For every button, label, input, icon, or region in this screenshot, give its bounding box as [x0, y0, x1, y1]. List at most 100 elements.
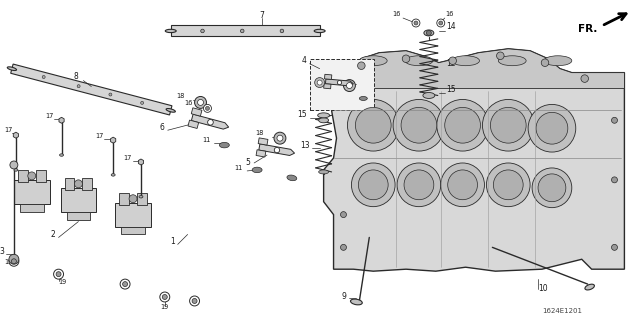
- Text: 3: 3: [0, 247, 4, 256]
- Ellipse shape: [423, 92, 435, 99]
- Circle shape: [393, 100, 445, 151]
- Text: 4: 4: [302, 56, 307, 65]
- Circle shape: [493, 170, 523, 200]
- Polygon shape: [337, 49, 625, 89]
- Ellipse shape: [360, 96, 367, 100]
- Ellipse shape: [585, 284, 595, 290]
- Circle shape: [340, 212, 346, 218]
- Text: 16: 16: [184, 100, 193, 107]
- Circle shape: [404, 170, 434, 200]
- Ellipse shape: [360, 56, 387, 66]
- Circle shape: [532, 168, 572, 208]
- Circle shape: [160, 292, 170, 302]
- Circle shape: [351, 163, 395, 207]
- Circle shape: [397, 163, 441, 207]
- Ellipse shape: [314, 29, 325, 33]
- Circle shape: [541, 59, 548, 67]
- Circle shape: [611, 117, 618, 123]
- Ellipse shape: [544, 56, 572, 66]
- Circle shape: [9, 254, 19, 264]
- Circle shape: [195, 96, 207, 108]
- Circle shape: [483, 100, 534, 151]
- Ellipse shape: [424, 30, 434, 36]
- Polygon shape: [115, 203, 151, 227]
- Circle shape: [581, 75, 588, 82]
- FancyBboxPatch shape: [310, 59, 374, 110]
- Circle shape: [449, 57, 456, 65]
- Polygon shape: [14, 180, 50, 204]
- Circle shape: [611, 244, 618, 250]
- Circle shape: [192, 299, 197, 303]
- Text: 19: 19: [59, 279, 67, 285]
- Text: 17: 17: [123, 155, 131, 161]
- Polygon shape: [188, 120, 198, 128]
- Ellipse shape: [499, 56, 526, 66]
- Polygon shape: [137, 193, 147, 205]
- Circle shape: [12, 259, 17, 264]
- Circle shape: [275, 148, 280, 153]
- Circle shape: [436, 100, 488, 151]
- Circle shape: [274, 132, 286, 144]
- Polygon shape: [59, 117, 64, 123]
- Polygon shape: [324, 49, 625, 271]
- Ellipse shape: [317, 113, 330, 118]
- Text: 16: 16: [393, 11, 401, 17]
- Text: 11: 11: [202, 137, 211, 143]
- Text: 19: 19: [161, 304, 169, 310]
- Circle shape: [10, 161, 18, 169]
- Polygon shape: [171, 26, 319, 36]
- Circle shape: [201, 29, 204, 33]
- Circle shape: [120, 279, 130, 289]
- Circle shape: [340, 244, 346, 250]
- Text: 11: 11: [234, 165, 242, 171]
- Circle shape: [317, 80, 322, 85]
- Text: 17: 17: [95, 133, 104, 139]
- Circle shape: [204, 104, 211, 112]
- Polygon shape: [20, 204, 44, 212]
- Circle shape: [77, 85, 80, 88]
- Circle shape: [74, 180, 83, 188]
- Text: 7: 7: [260, 11, 264, 20]
- Circle shape: [344, 80, 355, 92]
- Ellipse shape: [7, 67, 17, 70]
- Text: 1624E1201: 1624E1201: [542, 308, 582, 314]
- Circle shape: [448, 170, 477, 200]
- Circle shape: [412, 19, 420, 27]
- Text: 18: 18: [256, 130, 264, 136]
- Circle shape: [207, 119, 213, 125]
- Text: 9: 9: [342, 292, 346, 301]
- Polygon shape: [324, 74, 332, 79]
- Circle shape: [611, 177, 618, 183]
- Circle shape: [497, 52, 504, 60]
- Text: 2: 2: [51, 230, 56, 239]
- Circle shape: [129, 195, 137, 203]
- Polygon shape: [119, 193, 129, 205]
- Polygon shape: [36, 170, 45, 182]
- Text: FR.: FR.: [578, 24, 598, 34]
- Text: 18: 18: [176, 93, 185, 100]
- Circle shape: [436, 19, 445, 27]
- Text: 17: 17: [45, 113, 54, 119]
- Polygon shape: [61, 188, 96, 212]
- Text: 6: 6: [160, 123, 164, 132]
- Polygon shape: [191, 108, 202, 116]
- Ellipse shape: [287, 175, 297, 181]
- Ellipse shape: [252, 167, 262, 173]
- Circle shape: [205, 106, 209, 110]
- Polygon shape: [259, 144, 294, 156]
- Ellipse shape: [319, 170, 328, 174]
- Circle shape: [315, 78, 324, 88]
- Text: 16: 16: [445, 11, 454, 17]
- Circle shape: [490, 108, 526, 143]
- Text: 13: 13: [300, 141, 310, 150]
- Circle shape: [9, 256, 19, 266]
- Circle shape: [241, 29, 244, 33]
- Ellipse shape: [452, 56, 479, 66]
- Polygon shape: [18, 170, 28, 182]
- Polygon shape: [13, 132, 19, 138]
- Text: 10: 10: [538, 284, 548, 293]
- Circle shape: [355, 108, 391, 143]
- Circle shape: [189, 296, 200, 306]
- Ellipse shape: [220, 142, 229, 148]
- Circle shape: [403, 55, 410, 62]
